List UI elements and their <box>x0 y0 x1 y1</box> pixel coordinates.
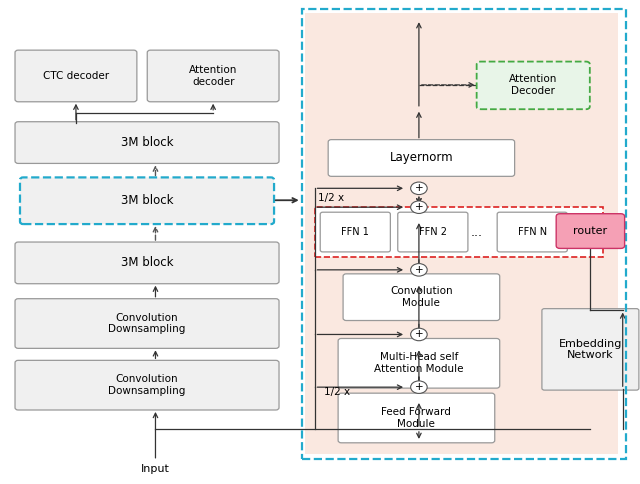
FancyBboxPatch shape <box>15 299 279 348</box>
Text: Feed Forward
Module: Feed Forward Module <box>381 407 451 429</box>
FancyBboxPatch shape <box>556 214 625 248</box>
Text: Input: Input <box>141 464 170 474</box>
Text: ...: ... <box>470 226 483 239</box>
Text: +: + <box>415 330 423 339</box>
Text: +: + <box>415 183 423 193</box>
FancyBboxPatch shape <box>314 207 603 257</box>
FancyBboxPatch shape <box>320 212 390 252</box>
Text: 3M block: 3M block <box>121 194 173 207</box>
Text: Convolution
Downsampling: Convolution Downsampling <box>108 374 186 396</box>
FancyBboxPatch shape <box>398 212 468 252</box>
Text: +: + <box>415 265 423 275</box>
Circle shape <box>411 201 427 213</box>
FancyBboxPatch shape <box>542 309 639 390</box>
Text: +: + <box>415 382 423 392</box>
Circle shape <box>411 182 427 195</box>
Circle shape <box>411 264 427 276</box>
Text: FFN 1: FFN 1 <box>341 227 369 237</box>
Text: router: router <box>573 226 607 236</box>
Text: +: + <box>415 202 423 212</box>
Text: 3M block: 3M block <box>121 136 173 149</box>
Text: Multi-Head self
Attention Module: Multi-Head self Attention Module <box>374 352 463 374</box>
FancyBboxPatch shape <box>338 393 495 443</box>
Text: 1/2 x: 1/2 x <box>317 193 344 203</box>
Text: 3M block: 3M block <box>121 257 173 270</box>
FancyBboxPatch shape <box>20 178 274 224</box>
Text: Convolution
Module: Convolution Module <box>390 287 452 308</box>
Text: 1/2 x: 1/2 x <box>324 387 351 397</box>
Circle shape <box>411 328 427 341</box>
FancyBboxPatch shape <box>15 122 279 164</box>
Text: Layernorm: Layernorm <box>390 151 453 165</box>
FancyBboxPatch shape <box>15 242 279 284</box>
FancyBboxPatch shape <box>147 50 279 102</box>
FancyBboxPatch shape <box>15 50 137 102</box>
FancyBboxPatch shape <box>343 274 500 320</box>
FancyBboxPatch shape <box>328 139 515 176</box>
Text: Attention
Decoder: Attention Decoder <box>509 74 557 96</box>
Text: Convolution
Downsampling: Convolution Downsampling <box>108 313 186 334</box>
Text: CTC decoder: CTC decoder <box>43 71 109 81</box>
FancyBboxPatch shape <box>497 212 567 252</box>
FancyBboxPatch shape <box>338 338 500 388</box>
FancyBboxPatch shape <box>305 14 618 454</box>
Text: Embedding
Network: Embedding Network <box>559 339 622 360</box>
Circle shape <box>411 381 427 393</box>
Text: Attention
decoder: Attention decoder <box>189 65 237 87</box>
FancyBboxPatch shape <box>477 61 590 109</box>
Text: FFN 2: FFN 2 <box>419 227 447 237</box>
Text: FFN N: FFN N <box>518 227 547 237</box>
FancyBboxPatch shape <box>15 361 279 410</box>
